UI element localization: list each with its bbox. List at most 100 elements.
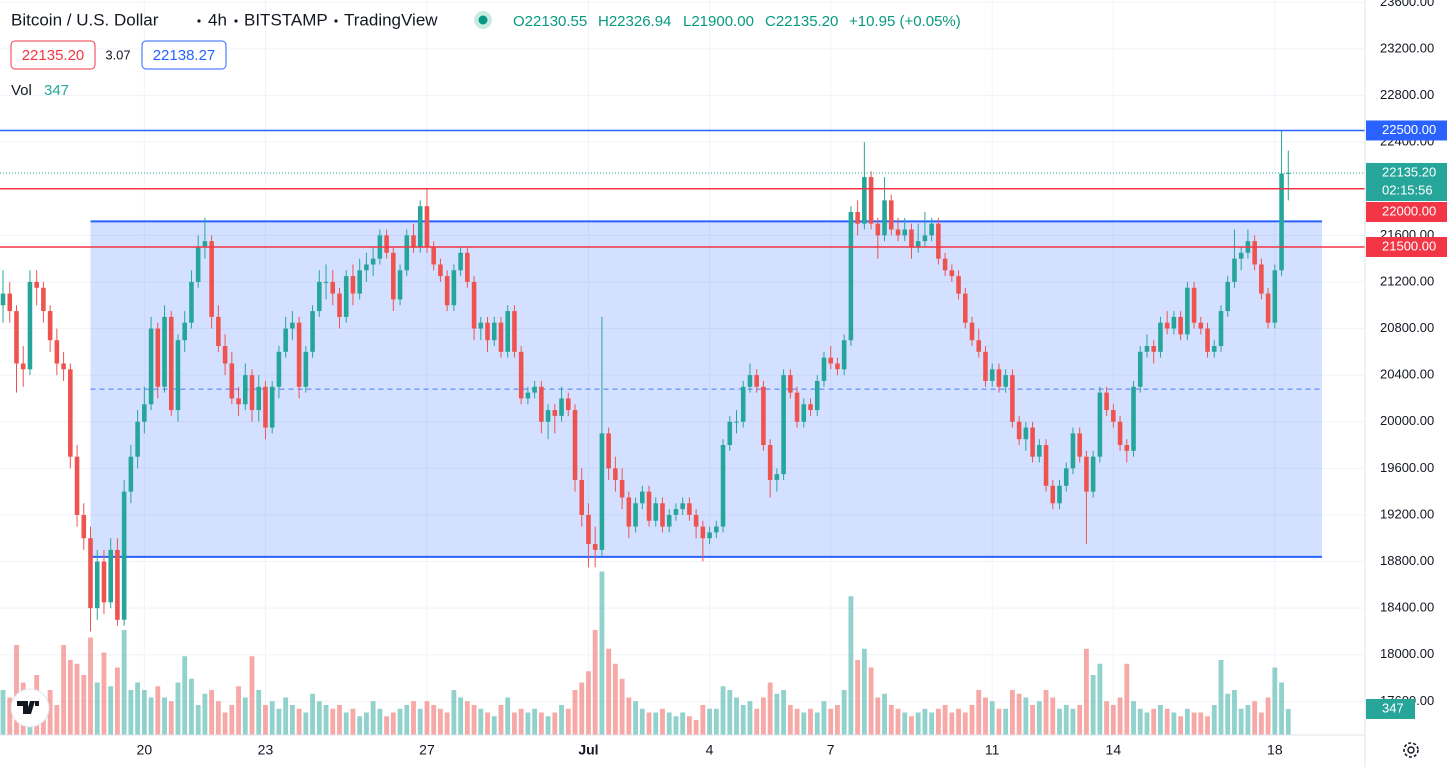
candle-body bbox=[1090, 456, 1096, 492]
volume-bar bbox=[101, 652, 107, 735]
candle-body bbox=[249, 375, 255, 411]
candle-body bbox=[740, 386, 746, 422]
candle-body bbox=[1191, 287, 1197, 323]
y-tick-label: 22800.00 bbox=[1380, 87, 1434, 102]
volume-bar bbox=[828, 708, 834, 735]
candle-body bbox=[444, 276, 450, 306]
volume-bar bbox=[754, 708, 760, 735]
settings-icon[interactable] bbox=[1403, 742, 1419, 758]
candle-body bbox=[592, 544, 598, 550]
y-tick-label: 18800.00 bbox=[1380, 553, 1434, 568]
candle-body bbox=[862, 177, 867, 224]
volume-bar bbox=[606, 648, 612, 735]
volume-bar bbox=[337, 705, 342, 735]
volume-bar bbox=[471, 705, 477, 735]
candle-body bbox=[148, 328, 154, 405]
volume-bar bbox=[310, 693, 315, 735]
candle-body bbox=[902, 229, 908, 236]
volume-bar bbox=[1036, 701, 1042, 735]
candle-body bbox=[451, 270, 457, 306]
candle-body bbox=[525, 392, 531, 399]
volume-bar bbox=[1171, 712, 1177, 735]
volume-bar bbox=[882, 693, 887, 735]
volume-bar bbox=[935, 708, 941, 735]
bid-price: 22135.20 bbox=[22, 47, 85, 64]
volume-bar bbox=[572, 690, 578, 735]
candle-body bbox=[330, 281, 336, 294]
candle-body bbox=[774, 474, 780, 480]
volume-bar bbox=[929, 712, 935, 735]
volume-axis-label: 347 bbox=[1382, 700, 1404, 715]
volume-bar bbox=[269, 701, 275, 735]
volume-bar bbox=[215, 701, 221, 735]
candle-body bbox=[1063, 468, 1069, 486]
volume-bar bbox=[841, 690, 847, 735]
candle-body bbox=[7, 293, 13, 312]
candle-body bbox=[1010, 375, 1015, 422]
volume-bar bbox=[713, 708, 719, 735]
volume-bar bbox=[236, 686, 241, 735]
volume-bar bbox=[1050, 697, 1056, 735]
volume-bar bbox=[283, 697, 289, 735]
x-tick-label: 18 bbox=[1267, 742, 1283, 758]
buy-button[interactable] bbox=[141, 40, 227, 70]
candle-body bbox=[61, 363, 66, 370]
candle-body bbox=[1030, 427, 1035, 457]
candle-body bbox=[1084, 456, 1089, 492]
volume-bar bbox=[592, 630, 598, 735]
candle-body bbox=[646, 491, 652, 521]
volume-bar bbox=[525, 712, 531, 735]
candle-body bbox=[680, 503, 685, 510]
volume-bar bbox=[1285, 708, 1291, 735]
candle-body bbox=[471, 281, 477, 329]
candle-body bbox=[579, 479, 585, 515]
candle-body bbox=[653, 503, 659, 521]
candle-body bbox=[209, 241, 214, 317]
volume-bar bbox=[1023, 697, 1029, 735]
candle-body bbox=[559, 398, 564, 416]
volume-bar bbox=[599, 571, 605, 735]
volume-bar bbox=[189, 678, 194, 735]
volume-bar bbox=[1232, 690, 1237, 735]
volume-bar bbox=[424, 701, 430, 735]
volume-bar bbox=[417, 708, 423, 735]
volume-bar bbox=[175, 682, 181, 735]
candle-body bbox=[263, 386, 268, 428]
sell-button[interactable] bbox=[10, 40, 96, 70]
volume-bar bbox=[1238, 708, 1244, 735]
candle-body bbox=[1225, 281, 1231, 312]
candle-body bbox=[1178, 316, 1183, 335]
volume-bar bbox=[1218, 660, 1224, 735]
volume-bar bbox=[639, 708, 645, 735]
volume-bar bbox=[202, 693, 208, 735]
candle-body bbox=[303, 351, 309, 387]
candle-body bbox=[841, 340, 847, 370]
volume-bar bbox=[303, 712, 309, 735]
volume-bar bbox=[404, 705, 410, 735]
volume-bar bbox=[458, 697, 464, 735]
tv-logo[interactable] bbox=[10, 688, 50, 728]
candle-body bbox=[1185, 287, 1190, 335]
volume-bar bbox=[747, 701, 753, 735]
volume-bar bbox=[377, 708, 383, 735]
candle-body bbox=[996, 369, 1002, 387]
y-tick-label: 20000.00 bbox=[1380, 413, 1434, 428]
volume-value: 347 bbox=[44, 82, 69, 99]
volume-bar bbox=[875, 697, 881, 735]
y-tick-label: 23600.00 bbox=[1380, 0, 1434, 9]
volume-bar bbox=[135, 682, 141, 735]
volume-bar bbox=[296, 708, 302, 735]
candle-body bbox=[1286, 172, 1291, 174]
candle-body bbox=[155, 328, 161, 387]
candle-body bbox=[545, 410, 551, 422]
volume-bar bbox=[47, 690, 53, 735]
candle-body bbox=[34, 281, 39, 288]
candle-body bbox=[606, 433, 611, 469]
candle-body bbox=[761, 386, 766, 446]
volume-bar bbox=[141, 690, 147, 735]
volume-bar bbox=[619, 678, 625, 735]
volume-bar bbox=[1104, 701, 1110, 735]
candle-body bbox=[1057, 485, 1062, 504]
volume-bar bbox=[81, 675, 87, 735]
gear-outer bbox=[1403, 742, 1419, 758]
